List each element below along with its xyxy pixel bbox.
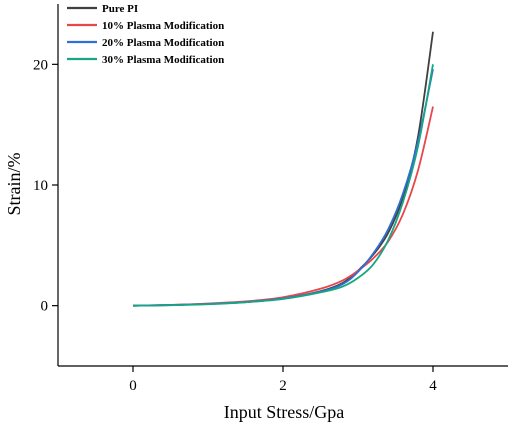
y-axis-title: Strain/% [4, 153, 24, 216]
series-line-1 [132, 31, 434, 307]
x-axis-title: Input Stress/Gpa [224, 402, 345, 422]
legend: Pure PI 10% Plasma Modification 20% Plasma… [67, 3, 224, 66]
legend-label: 20% Plasma Modification [102, 37, 224, 49]
x-tick-label: 2 [279, 378, 287, 394]
legend-label: 10% Plasma Modification [102, 20, 224, 32]
x-tick-label: 4 [429, 378, 437, 394]
series-line-3 [132, 68, 434, 307]
y-tick-label: 20 [33, 57, 48, 73]
series-layer [132, 31, 434, 307]
legend-label: 30% Plasma Modification [102, 54, 224, 66]
series-line-4 [132, 64, 434, 307]
ticks-layer: 0 2 4 0 10 20 [33, 57, 437, 394]
y-tick-label: 0 [41, 299, 49, 315]
x-tick-label: 0 [129, 378, 137, 394]
series-line-2 [132, 106, 434, 307]
y-tick-label: 10 [33, 178, 48, 194]
legend-label: Pure PI [102, 3, 138, 15]
